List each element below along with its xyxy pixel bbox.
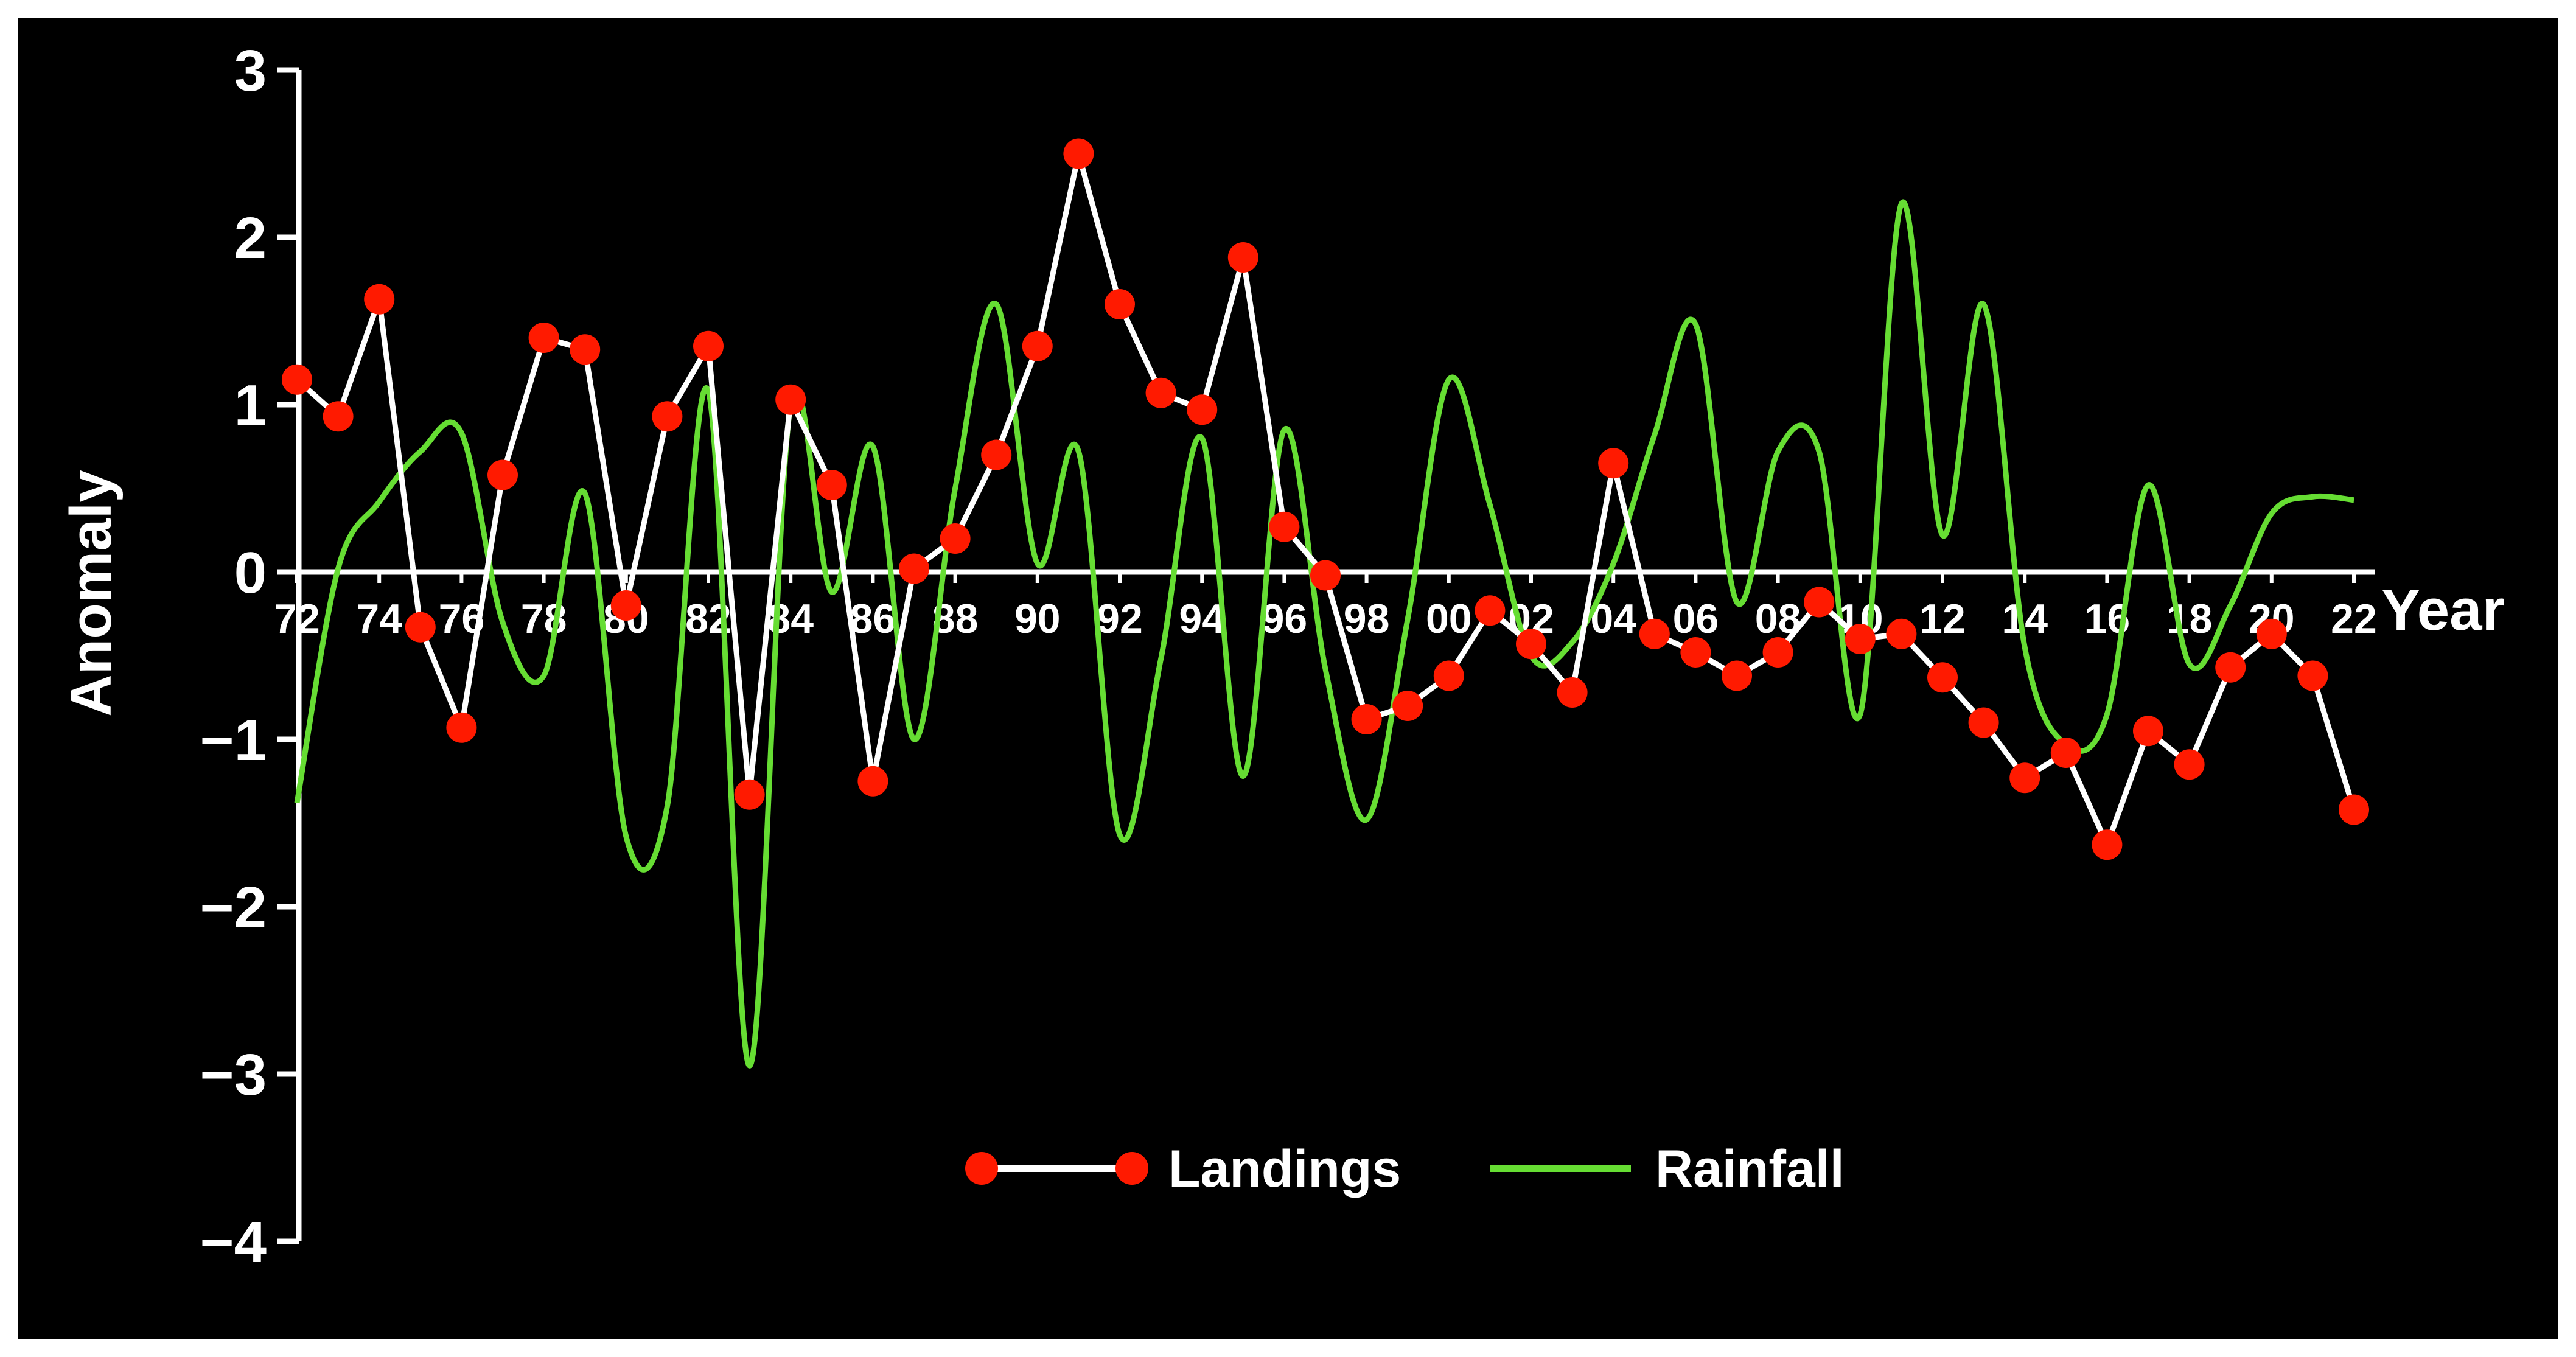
landings-data-point xyxy=(2050,738,2081,768)
landings-data-point xyxy=(1433,660,1464,691)
y-ticks: 3 2 1 0 −1 −2 −3 −4 xyxy=(200,38,299,1275)
landings-data-point xyxy=(1105,289,1135,319)
landings-data-point xyxy=(981,439,1012,470)
landings-data-point xyxy=(693,330,724,361)
landings-data-point xyxy=(1927,662,1958,693)
x-tick-label: 98 xyxy=(1344,596,1390,642)
y-tick-label: 3 xyxy=(234,38,267,103)
x-tick-label: 72 xyxy=(274,596,320,642)
y-tick-label: −4 xyxy=(200,1210,267,1275)
y-tick-label: −1 xyxy=(200,708,267,773)
landings-data-point xyxy=(446,712,477,743)
series-line-landings xyxy=(295,151,2357,848)
landings-data-point xyxy=(1022,330,1053,361)
legend-label-rainfall: Rainfall xyxy=(1655,1140,1845,1198)
x-tick-label: 12 xyxy=(1919,596,1966,642)
landings-data-point xyxy=(282,364,312,395)
landings-data-point xyxy=(1269,511,1300,542)
legend-landings-marker-left xyxy=(965,1152,998,1185)
x-tick-label: 00 xyxy=(1426,596,1472,642)
landings-data-point xyxy=(528,323,559,353)
y-tick-label: 2 xyxy=(234,206,267,271)
landings-data-point xyxy=(1804,587,1835,618)
landings-data-point xyxy=(1886,618,1917,649)
y-axis-title: Anomaly xyxy=(58,470,124,716)
landings-data-point xyxy=(1598,448,1629,479)
landings-data-point xyxy=(1845,624,1876,654)
landings-data-point xyxy=(2297,660,2328,691)
landings-data-point xyxy=(857,766,888,797)
landings-data-point xyxy=(1680,637,1711,668)
landings-data-point xyxy=(1187,394,1218,425)
series-layer xyxy=(282,138,2369,1069)
x-tick-label: 96 xyxy=(1262,596,1308,642)
landings-data-point xyxy=(1557,677,1588,708)
landings-data-point xyxy=(1722,660,1752,691)
landings-data-point xyxy=(1762,637,1793,668)
landings-data-point xyxy=(2092,829,2123,860)
landings-data-point xyxy=(816,470,847,500)
landings-data-point xyxy=(1351,704,1382,734)
legend-landings-marker-right xyxy=(1115,1152,1148,1185)
landings-data-point xyxy=(1145,377,1176,408)
landings-data-point xyxy=(1227,242,1258,273)
legend-item-landings: Landings xyxy=(965,1140,1401,1198)
landings-data-point xyxy=(2256,618,2287,649)
legend-item-rainfall: Rainfall xyxy=(1490,1140,1845,1198)
x-tick-label: 90 xyxy=(1014,596,1061,642)
landings-data-point xyxy=(1475,595,1506,626)
legend: Landings Rainfall xyxy=(965,1140,1845,1198)
y-tick-label: 1 xyxy=(234,373,267,438)
y-tick-label: −2 xyxy=(200,875,267,940)
landings-data-point xyxy=(652,401,683,432)
landings-data-point xyxy=(2133,716,2163,747)
landings-data-point xyxy=(570,334,601,365)
landings-data-point xyxy=(323,401,354,432)
x-axis-title: Year xyxy=(2381,577,2505,643)
x-tick-label: 22 xyxy=(2331,596,2377,642)
landings-data-point xyxy=(2009,762,2040,794)
landings-data-point xyxy=(610,590,641,621)
x-tick-label: 86 xyxy=(850,596,896,642)
landings-data-point xyxy=(1392,691,1423,721)
landings-data-point xyxy=(405,612,436,643)
landings-data-point xyxy=(1968,707,1999,738)
landings-data-point xyxy=(1310,560,1341,591)
landings-data-point xyxy=(2339,794,2369,825)
landings-data-point xyxy=(734,779,765,810)
landings-data-point xyxy=(899,553,929,584)
x-tick-label: 94 xyxy=(1179,596,1225,642)
x-tick-label: 06 xyxy=(1673,596,1719,642)
landings-data-point xyxy=(364,284,395,315)
x-tick-label: 92 xyxy=(1097,596,1143,642)
landings-data-point xyxy=(775,384,806,415)
landings-data-point xyxy=(1516,629,1546,660)
series-line-rainfall xyxy=(294,199,2354,1069)
y-tick-label: −3 xyxy=(200,1042,267,1108)
landings-data-point xyxy=(2215,652,2246,683)
legend-label-landings: Landings xyxy=(1168,1140,1401,1198)
x-tick-label: 74 xyxy=(356,596,402,642)
y-tick-label: 0 xyxy=(234,540,267,605)
landings-data-point xyxy=(1063,138,1094,169)
landings-data-point xyxy=(2174,749,2205,780)
landings-data-point xyxy=(1639,618,1670,649)
landings-data-point xyxy=(940,523,971,554)
landings-data-point xyxy=(487,459,518,490)
